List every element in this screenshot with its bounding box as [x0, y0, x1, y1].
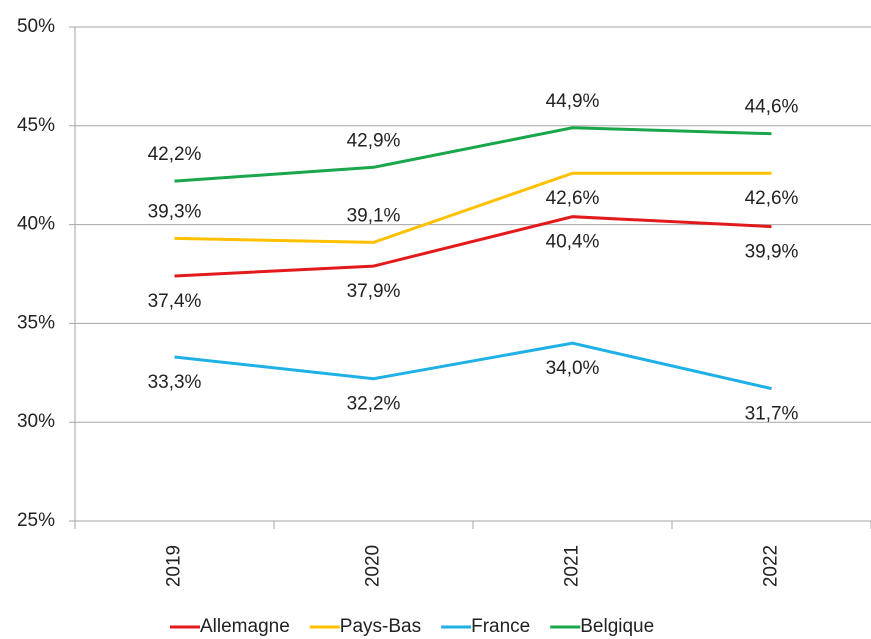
- data-label: 42,6%: [745, 188, 799, 209]
- y-tick-label: 25%: [17, 510, 55, 531]
- data-label: 44,9%: [546, 91, 600, 112]
- data-label: 31,7%: [745, 404, 799, 425]
- legend-label: France: [471, 616, 530, 637]
- x-tick-label: 2022: [761, 545, 782, 587]
- y-tick-label: 40%: [17, 214, 55, 235]
- legend-label: Pays-Bas: [340, 616, 421, 637]
- data-label: 42,2%: [148, 144, 202, 165]
- data-label: 37,9%: [347, 281, 401, 302]
- data-label: 34,0%: [546, 358, 600, 379]
- legend-label: Belgique: [580, 616, 654, 637]
- y-tick-label: 50%: [17, 16, 55, 37]
- series-line: [174, 171, 772, 244]
- x-tick-label: 2020: [363, 545, 384, 587]
- data-label: 39,1%: [347, 205, 401, 226]
- y-tick-label: 45%: [17, 115, 55, 136]
- x-tick-label: 2019: [164, 545, 185, 587]
- data-label: 32,2%: [347, 394, 401, 415]
- data-label: 40,4%: [546, 232, 600, 253]
- series-line: [174, 341, 772, 391]
- y-tick-label: 35%: [17, 312, 55, 333]
- series-line: [174, 126, 772, 183]
- data-label: 39,3%: [148, 201, 202, 222]
- data-label: 42,9%: [347, 130, 401, 151]
- data-label: 37,4%: [148, 291, 202, 312]
- series-line: [174, 215, 772, 278]
- y-tick-label: 30%: [17, 411, 55, 432]
- data-label: 44,6%: [745, 97, 799, 118]
- data-label: 42,6%: [546, 188, 600, 209]
- data-label: 39,9%: [745, 242, 799, 263]
- x-tick-label: 2021: [562, 545, 583, 587]
- legend-label: Allemagne: [200, 616, 290, 637]
- data-label: 33,3%: [148, 372, 202, 393]
